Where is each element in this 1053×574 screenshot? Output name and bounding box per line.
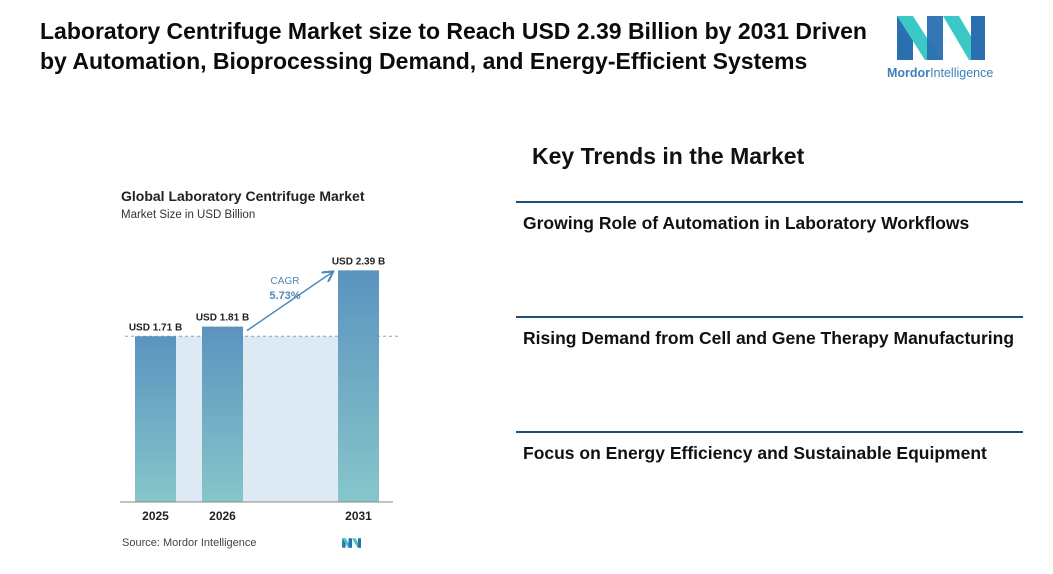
chart-plot: USD 1.71 B 2025 USD 1.81 B 2026 USD 2.39 B 20…: [120, 256, 398, 523]
tick-label-2025: 2025: [142, 509, 169, 523]
bar-2025: [135, 336, 176, 502]
chart-subtitle: Market Size in USD Billion: [121, 209, 256, 221]
trend-item: Growing Role of Automation in Laboratory…: [516, 201, 1023, 236]
cagr-arrow: [246, 272, 332, 332]
trend-item: Focus on Energy Efficiency and Sustainab…: [516, 431, 1023, 466]
brand-name: MordorIntelligence: [887, 66, 993, 80]
trend-text: Focus on Energy Efficiency and Sustainab…: [523, 443, 987, 463]
brand-name-part1: Mordor: [887, 66, 931, 80]
key-trends-title: Key Trends in the Market: [532, 143, 805, 169]
data-label-2031: USD 2.39 B: [332, 256, 385, 267]
trend-text: Rising Demand from Cell and Gene Therapy…: [523, 328, 1015, 348]
data-label-2025: USD 1.71 B: [129, 322, 182, 333]
bar-2031: [338, 270, 379, 502]
brand-name-part2: Intelligence: [930, 66, 994, 80]
market-size-chart: Global Laboratory Centrifuge Market Mark…: [110, 180, 410, 560]
headline: Laboratory Centrifuge Market size to Rea…: [40, 18, 867, 74]
chart-source: Source: Mordor Intelligence: [122, 537, 257, 549]
mordor-intelligence-logo: [897, 16, 985, 60]
tick-label-2031: 2031: [345, 509, 372, 523]
bar-2026: [202, 326, 243, 502]
mordor-intelligence-mini-logo: [342, 538, 361, 548]
cagr-value: 5.73%: [269, 290, 300, 302]
data-label-2026: USD 1.81 B: [196, 313, 249, 324]
trend-item: Rising Demand from Cell and Gene Therapy…: [516, 316, 1023, 351]
tick-label-2026: 2026: [209, 509, 236, 523]
chart-title: Global Laboratory Centrifuge Market: [121, 188, 365, 204]
trend-text: Growing Role of Automation in Laboratory…: [523, 213, 970, 233]
cagr-label: CAGR: [271, 276, 300, 287]
